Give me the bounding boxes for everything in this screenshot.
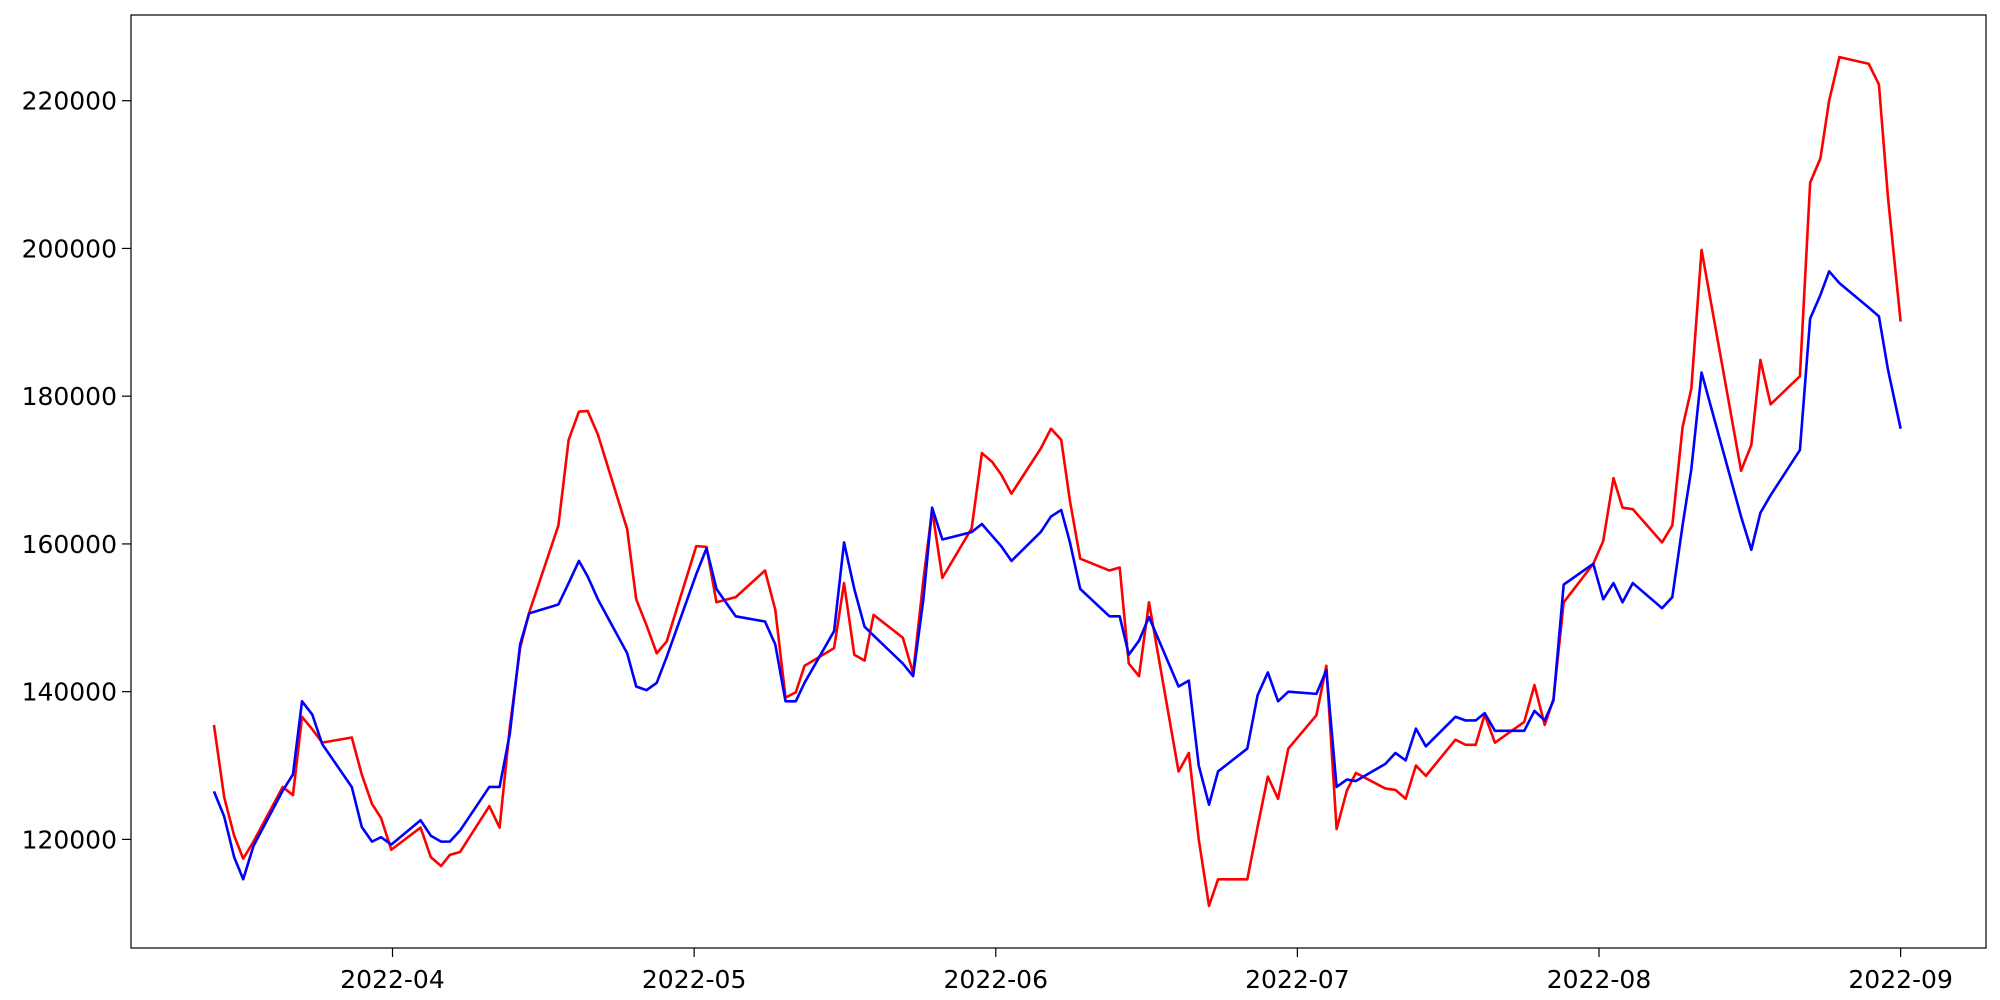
y-tick-label: 180000	[22, 382, 117, 411]
x-tick-label: 2022-04	[340, 965, 444, 994]
y-tick-label: 140000	[22, 678, 117, 707]
x-tick-label: 2022-08	[1547, 965, 1651, 994]
x-tick-label: 2022-07	[1245, 965, 1349, 994]
plot-frame	[130, 14, 1987, 949]
series-line	[212, 270, 1902, 881]
x-tick-label: 2022-06	[944, 965, 1048, 994]
x-tick-label: 2022-09	[1848, 965, 1952, 994]
y-tick-label: 160000	[22, 530, 117, 559]
x-tick-label: 2022-05	[642, 965, 746, 994]
y-tick-label: 120000	[22, 825, 117, 854]
y-tick-label: 200000	[22, 234, 117, 263]
series-line	[212, 55, 1902, 908]
y-tick-label: 220000	[22, 87, 117, 116]
